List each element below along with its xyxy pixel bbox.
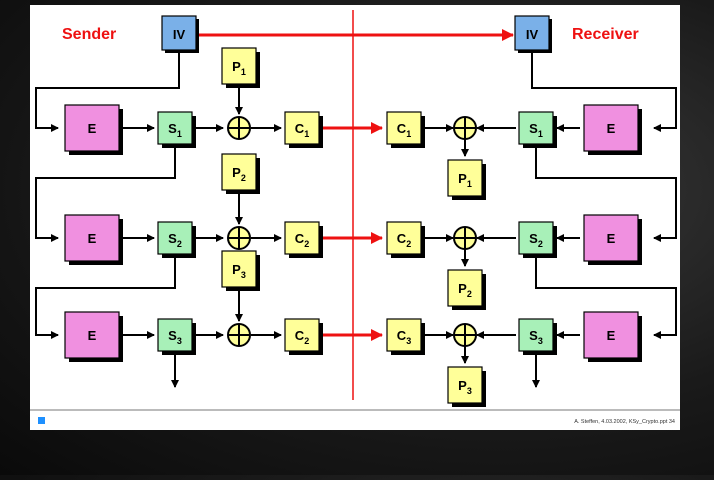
receiver-title: Receiver <box>572 26 639 43</box>
sender-cipher-box-1: C1 <box>284 111 323 148</box>
receiver-plaintext-box-1: P1 <box>447 159 486 200</box>
receiver-encrypt-box-1-label: E <box>607 121 616 136</box>
receiver-feedback-arrow-2 <box>535 254 677 339</box>
receiver-encrypt-box-3: E <box>583 311 642 362</box>
receiver-cipher-box-3-label: C3 <box>397 328 411 346</box>
receiver-cipher-box-2-label: C2 <box>397 231 411 249</box>
sender-state-box-1: S1 <box>157 111 196 148</box>
sender-encrypt-box-2-label: E <box>88 231 97 246</box>
receiver-cipher-box-2: C2 <box>386 221 425 258</box>
sender-plaintext-box-3-label: P3 <box>232 262 246 280</box>
receiver-xor-1 <box>453 116 477 140</box>
receiver-iv-label: IV <box>526 27 539 42</box>
sender-xor-2 <box>227 226 251 250</box>
receiver-plaintext-box-1-label: P1 <box>458 171 472 189</box>
receiver-iv-box: IV <box>514 15 552 53</box>
sender-xor-1 <box>227 116 251 140</box>
receiver-xor-2 <box>453 226 477 250</box>
sender-state-box-2-label: S2 <box>168 231 182 249</box>
receiver-state-box-2-label: S2 <box>529 231 543 249</box>
sender-plaintext-box-2-label: P2 <box>232 165 246 183</box>
receiver-cipher-box-1: C1 <box>386 111 425 148</box>
footer-bullet <box>38 417 45 424</box>
receiver-state-box-3: S3 <box>518 318 557 355</box>
receiver-plaintext-box-2-label: P2 <box>458 281 472 299</box>
receiver-cipher-box-1-label: C1 <box>397 121 411 139</box>
receiver-state-box-2: S2 <box>518 221 557 258</box>
sender-cipher-box-1-label: C1 <box>295 121 309 139</box>
sender-xor-3 <box>227 323 251 347</box>
sender-encrypt-box-1-label: E <box>88 121 97 136</box>
receiver-iv-feed-arrow <box>531 53 677 132</box>
receiver-state-box-1: S1 <box>518 111 557 148</box>
sender-encrypt-box-2: E <box>64 214 123 265</box>
footer-credit: A. Steffen, 4.03.2002, KSy_Crypto.ppt 34 <box>574 419 675 425</box>
receiver-plaintext-box-3-label: P3 <box>458 378 472 396</box>
sender-iv-box: IV <box>161 15 199 53</box>
sender-title: Sender <box>62 26 116 43</box>
sender-state-box-3: S3 <box>157 318 196 355</box>
receiver-encrypt-box-2: E <box>583 214 642 265</box>
sender-state-box-2: S2 <box>157 221 196 258</box>
receiver-xor-3 <box>453 323 477 347</box>
sender-cipher-box-3: C2 <box>284 318 323 355</box>
sender-feedback-arrow-1 <box>35 144 176 242</box>
receiver-encrypt-box-2-label: E <box>607 231 616 246</box>
receiver-state-box-1-label: S1 <box>529 121 543 139</box>
sender-encrypt-box-1: E <box>64 104 123 155</box>
receiver-feedback-arrow-1 <box>535 144 677 242</box>
receiver-plaintext-box-3: P3 <box>447 366 486 407</box>
sender-plaintext-box-2: P2 <box>221 153 260 194</box>
receiver-state-box-3-label: S3 <box>529 328 543 346</box>
sender-plaintext-box-3: P3 <box>221 250 260 291</box>
sender-encrypt-box-3-label: E <box>88 328 97 343</box>
cipher-chain: E S1 P1 C1 E S2 P2 C2 E S3 P3 C2 C1 P1 S1 E C2 P2 S2 E C3 P3 S… <box>35 47 677 407</box>
sender-cipher-box-2-label: C2 <box>295 231 309 249</box>
receiver-cipher-box-3: C3 <box>386 318 425 355</box>
sender-cipher-box-3-label: C2 <box>295 328 309 346</box>
receiver-plaintext-box-2: P2 <box>447 269 486 310</box>
sender-plaintext-box-1-label: P1 <box>232 59 246 77</box>
sender-state-box-1-label: S1 <box>168 121 182 139</box>
sender-plaintext-box-1: P1 <box>221 47 260 88</box>
sender-cipher-box-2: C2 <box>284 221 323 258</box>
sender-feedback-arrow-2 <box>35 254 176 339</box>
sender-encrypt-box-3: E <box>64 311 123 362</box>
sender-state-box-3-label: S3 <box>168 328 182 346</box>
sender-iv-label: IV <box>173 27 186 42</box>
sender-iv-feed-arrow <box>35 53 180 132</box>
receiver-encrypt-box-1: E <box>583 104 642 155</box>
receiver-encrypt-box-3-label: E <box>607 328 616 343</box>
slide-panel <box>30 5 680 430</box>
